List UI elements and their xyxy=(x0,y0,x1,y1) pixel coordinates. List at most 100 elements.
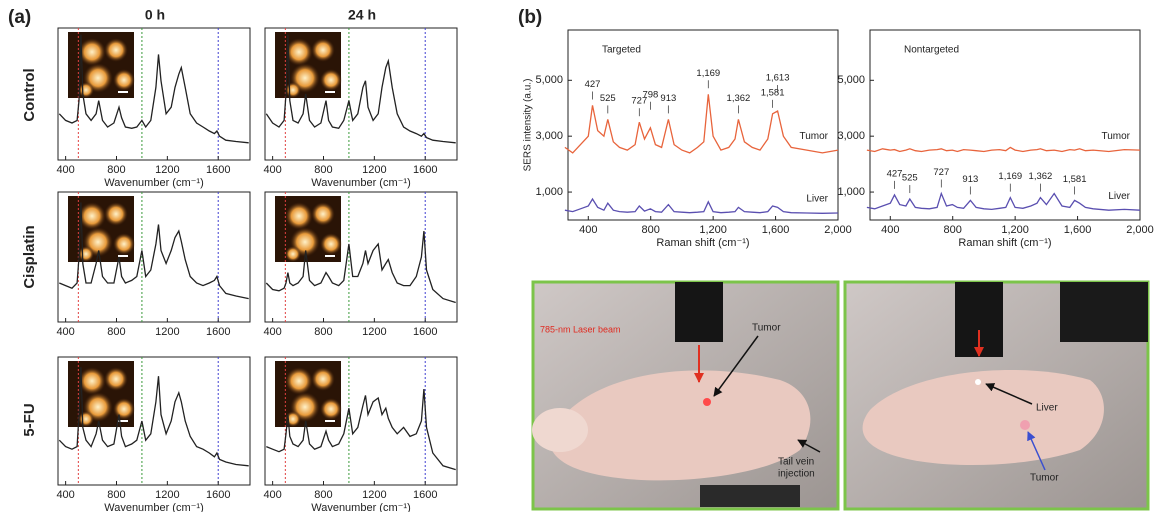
y-axis-label: SERS intensity (a.u.) xyxy=(523,79,534,172)
plot-frame xyxy=(264,27,458,161)
x-tick-label: 2,000 xyxy=(824,224,852,236)
spectrum-line xyxy=(266,388,456,471)
plot-frame xyxy=(57,356,251,486)
x-tick-label: 1600 xyxy=(413,489,437,501)
x-axis-label: Wavenumber (cm⁻¹) xyxy=(104,177,204,189)
plot-frame xyxy=(567,29,839,221)
row-label: 5-FU xyxy=(21,403,38,436)
chart-subtitle: Targeted xyxy=(602,45,641,56)
cell xyxy=(113,69,135,91)
x-tick-label: 1200 xyxy=(155,489,179,501)
cell xyxy=(311,367,335,391)
x-tick-label: 1200 xyxy=(362,164,386,176)
cell xyxy=(78,246,94,262)
spectrum-line xyxy=(866,146,1141,153)
x-tick-label: 1200 xyxy=(362,326,386,338)
column-header: 24 h xyxy=(348,7,376,23)
spectrum-line xyxy=(58,34,249,144)
plot-frame xyxy=(57,191,251,323)
spectrum-line xyxy=(866,191,1141,211)
peak-label: 1,613 xyxy=(766,73,790,84)
cell xyxy=(113,398,135,420)
spectrum-line xyxy=(564,94,839,154)
x-axis-label: Wavenumber (cm⁻¹) xyxy=(104,502,204,512)
peak-label: 525 xyxy=(600,93,616,104)
photo-label: Tail vein xyxy=(778,457,814,468)
cell xyxy=(285,202,313,230)
cell xyxy=(104,38,128,62)
peak-label: 1,362 xyxy=(727,93,751,104)
x-axis-label: Raman shift (cm⁻¹) xyxy=(958,237,1051,249)
x-tick-label: 2,000 xyxy=(1126,224,1154,236)
cell xyxy=(113,233,135,255)
photo-label: Liver xyxy=(1036,403,1058,414)
series-label: Liver xyxy=(1108,191,1130,202)
y-tick-label: 5,000 xyxy=(837,74,865,86)
plot-frame xyxy=(57,27,251,161)
x-tick-label: 800 xyxy=(107,326,125,338)
x-axis-label: Raman shift (cm⁻¹) xyxy=(656,237,749,249)
spectrum-line xyxy=(265,34,456,144)
spectrum-line xyxy=(564,197,839,214)
series-label: Tumor xyxy=(799,131,828,142)
photo-label: 785-nm Laser beam xyxy=(540,324,621,334)
micrograph-inset xyxy=(275,196,342,262)
cell xyxy=(285,246,301,262)
cell xyxy=(78,411,94,427)
x-tick-label: 1200 xyxy=(155,164,179,176)
y-tick-label: 1,000 xyxy=(837,186,865,198)
x-tick-label: 400 xyxy=(56,489,74,501)
peak-label: 1,581 xyxy=(761,87,785,98)
cell xyxy=(78,38,106,66)
x-tick-label: 1,600 xyxy=(1064,224,1092,236)
peak-label: 1,362 xyxy=(1029,171,1053,182)
x-tick-label: 400 xyxy=(263,489,281,501)
x-tick-label: 1600 xyxy=(413,164,437,176)
x-tick-label: 400 xyxy=(881,224,899,236)
series-label: Tumor xyxy=(1101,131,1130,142)
spectrum-line xyxy=(58,367,249,467)
x-tick-label: 1200 xyxy=(155,326,179,338)
cell xyxy=(320,69,342,91)
cell xyxy=(311,38,335,62)
cell xyxy=(320,233,342,255)
row-label: Cisplatin xyxy=(21,225,38,288)
x-tick-label: 400 xyxy=(263,326,281,338)
plot-frame xyxy=(264,191,458,323)
photo-left: 785-nm Laser beam Tumor Tail vein inject… xyxy=(531,280,840,511)
x-tick-label: 800 xyxy=(642,224,660,236)
y-tick-label: 1,000 xyxy=(535,186,563,198)
y-tick-label: 3,000 xyxy=(837,130,865,142)
row-label: Control xyxy=(21,68,38,121)
panel-label: (b) xyxy=(518,7,542,28)
peak-label: 427 xyxy=(585,79,601,90)
cell xyxy=(285,82,301,98)
column-header: 0 h xyxy=(145,7,165,23)
peak-label: 1,169 xyxy=(998,171,1022,182)
x-tick-label: 400 xyxy=(579,224,597,236)
peak-label: 1,169 xyxy=(696,68,720,79)
x-tick-label: 1,600 xyxy=(762,224,790,236)
peak-label: 798 xyxy=(642,89,658,100)
x-tick-label: 800 xyxy=(314,164,332,176)
micrograph-inset xyxy=(275,361,342,427)
x-tick-label: 800 xyxy=(944,224,962,236)
series-label: Liver xyxy=(806,194,828,205)
x-tick-label: 1200 xyxy=(362,489,386,501)
x-tick-label: 800 xyxy=(314,489,332,501)
spectrum-line xyxy=(265,230,456,304)
plot-frame xyxy=(869,29,1141,221)
cell xyxy=(78,202,106,230)
photo-label: injection xyxy=(778,469,815,480)
peak-label: 913 xyxy=(660,93,676,104)
cell xyxy=(285,38,313,66)
cell xyxy=(104,202,128,226)
x-tick-label: 400 xyxy=(263,164,281,176)
cell xyxy=(285,367,313,395)
x-tick-label: 400 xyxy=(56,326,74,338)
peak-label: 727 xyxy=(933,167,949,178)
peak-label: 427 xyxy=(887,168,903,179)
x-tick-label: 1600 xyxy=(206,326,230,338)
x-tick-label: 800 xyxy=(107,164,125,176)
